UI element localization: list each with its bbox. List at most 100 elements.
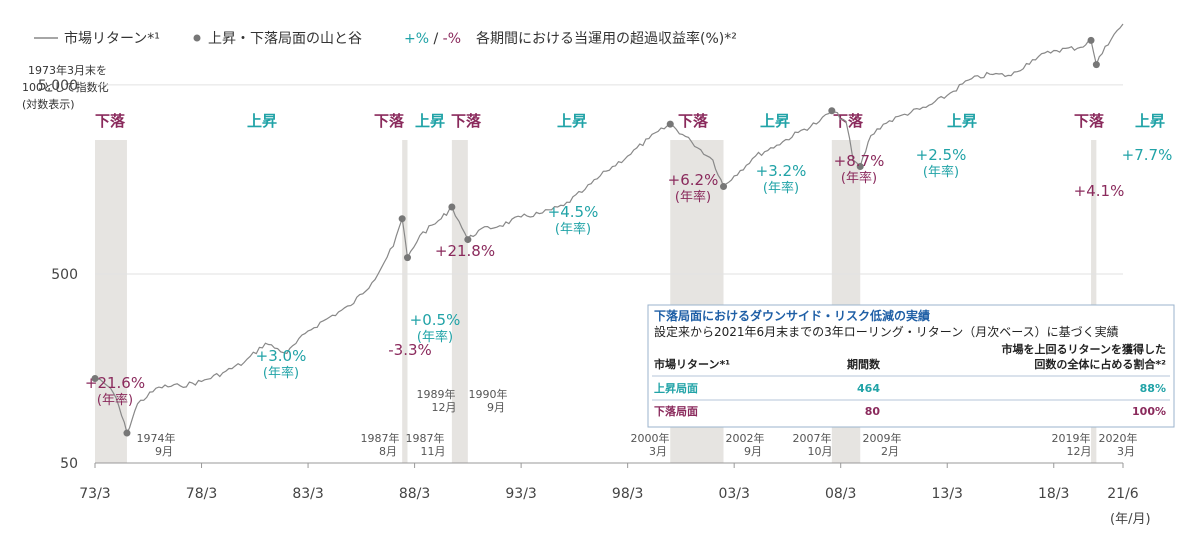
summary-table: 下落局面におけるダウンサイド・リスク低減の実績 設定来から2021年6月末までの…	[647, 304, 1175, 428]
phase-label-up: 上昇	[760, 112, 790, 130]
x-tick-labels: 73/3 78/3 83/3 88/3 93/3 98/3 03/3 08/3 13/3 18/3…	[79, 463, 1139, 502]
turning-point	[828, 107, 836, 115]
legend-plus-minus: +% / -%	[404, 31, 461, 47]
phase-annualized-note: (年率)	[841, 170, 877, 186]
summary-row-up-label: 上昇局面	[654, 381, 698, 395]
band-down-phase-0	[95, 140, 127, 463]
legend-point-label: 上昇・下落局面の山と谷	[208, 31, 362, 47]
phase-annualized-note: (年率)	[555, 221, 591, 237]
phase-label-up: 上昇	[415, 112, 445, 130]
x-tick-label: 21/6	[1107, 486, 1139, 502]
x-tick-label: 98/3	[612, 486, 643, 502]
summary-row-up-share: 88%	[1140, 382, 1166, 395]
legend-point-swatch	[193, 34, 201, 42]
turning-point	[1092, 61, 1100, 69]
x-tick-label: 13/3	[932, 486, 963, 502]
date-label: 2002年 9月	[726, 431, 765, 458]
turning-point	[720, 183, 728, 191]
x-tick-label: 93/3	[505, 486, 536, 502]
phase-excess-return: +3.0%	[256, 347, 307, 365]
y-tick-label: 50	[60, 456, 78, 472]
summary-table-subtitle: 設定来から2021年6月末までの3年ローリング・リターン（月次ベース）に基づく実…	[654, 324, 1119, 339]
x-axis-unit: (年/月)	[1110, 512, 1151, 527]
date-label: 1974年 9月	[137, 431, 176, 458]
date-label: 2019年 12月	[1052, 431, 1092, 458]
phase-annotations: +21.6%(年率)+3.0%(年率)-3.3%+0.5%(年率)+21.8%+…	[85, 146, 1172, 408]
summary-row-up-periods: 464	[857, 382, 880, 395]
date-label: 1987年 8月	[361, 431, 400, 458]
summary-table-header-share-line2: 回数の全体に占める割合*²	[1034, 357, 1166, 371]
phase-excess-return: +6.2%	[668, 171, 719, 189]
summary-row-down-share: 100%	[1132, 405, 1166, 418]
phase-label-up: 上昇	[947, 112, 977, 130]
summary-table-header-periods: 期間数	[847, 357, 881, 371]
summary-table-header-share-line1: 市場を上回るリターンを獲得した	[1002, 342, 1166, 356]
band-down-phase-10	[1091, 140, 1097, 463]
phase-annualized-note: (年率)	[675, 189, 711, 205]
x-tick-label: 83/3	[292, 486, 323, 502]
turning-point	[403, 254, 411, 262]
y-axis-label: 1973年3月末を 100として指数化 (対数表示)	[22, 63, 112, 111]
phase-label-up: 上昇	[247, 112, 277, 130]
phase-annualized-note: (年率)	[763, 180, 799, 196]
legend: 市場リターン*¹ 上昇・下落局面の山と谷 +% / -% 各期間における当運用の…	[34, 30, 737, 47]
date-label: 1990年 9月	[469, 387, 508, 414]
y-axis-label-line-3: (対数表示)	[22, 97, 75, 111]
summary-table-header-market: 市場リターン*¹	[654, 357, 730, 371]
turning-point	[464, 236, 472, 244]
phase-label-down: 下落	[1074, 112, 1105, 130]
phase-excess-return: +21.8%	[435, 242, 495, 260]
date-label: 2007年 10月	[793, 431, 833, 458]
date-label: 2020年 3月	[1099, 431, 1138, 458]
turning-point	[1087, 36, 1095, 44]
date-label: 1989年 12月	[417, 387, 457, 414]
turning-point	[398, 215, 406, 223]
phase-excess-return: +21.6%	[85, 374, 145, 392]
gridlines	[95, 84, 1123, 464]
band-down-phase-2	[402, 140, 408, 463]
phase-label-up: 上昇	[1135, 112, 1165, 130]
phase-label-down: 下落	[374, 112, 405, 130]
legend-period-label: 各期間における当運用の超過収益率(%)*²	[476, 30, 737, 47]
y-tick-label: 500	[51, 267, 78, 283]
summary-row-down-periods: 80	[865, 405, 881, 418]
summary-table-frame	[647, 304, 1175, 428]
turning-point	[666, 120, 674, 128]
phase-excess-return: +8.7%	[834, 152, 885, 170]
phase-labels: 下落 上昇 下落 上昇 下落 上昇 下落 上昇 下落 上昇 下落 上昇	[95, 112, 1165, 130]
phase-excess-return: +4.5%	[548, 203, 599, 221]
y-axis-label-line-1: 1973年3月末を	[28, 63, 107, 77]
band-down-phase-4	[451, 140, 468, 463]
turning-points	[91, 36, 1100, 437]
y-tick-label: 5,000	[38, 78, 78, 94]
turning-point	[123, 429, 131, 437]
turning-point	[448, 203, 456, 211]
phase-excess-return: -3.3%	[388, 341, 432, 359]
x-tick-label: 73/3	[79, 486, 110, 502]
turning-point	[91, 374, 99, 382]
phase-annualized-note: (年率)	[417, 329, 453, 345]
y-tick-labels: 50 500 5,000	[38, 78, 78, 472]
date-label: 1987年 11月	[406, 431, 446, 458]
phase-label-down: 下落	[95, 112, 126, 130]
phase-excess-return: +7.7%	[1122, 146, 1173, 164]
x-tick-label: 88/3	[399, 486, 430, 502]
x-tick-label: 18/3	[1038, 486, 1069, 502]
summary-row-down-label: 下落局面	[654, 404, 698, 418]
date-label: 2009年 2月	[863, 431, 902, 458]
date-label: 2000年 3月	[631, 431, 670, 458]
phase-excess-return: +4.1%	[1074, 182, 1125, 200]
phase-label-down: 下落	[833, 112, 864, 130]
x-tick-label: 78/3	[186, 486, 217, 502]
phase-excess-return: +0.5%	[410, 311, 461, 329]
turning-point	[856, 163, 864, 171]
phase-annualized-note: (年率)	[923, 164, 959, 180]
phase-annualized-note: (年率)	[263, 365, 299, 381]
phase-annualized-note: (年率)	[97, 392, 133, 408]
phase-label-up: 上昇	[557, 112, 587, 130]
legend-line-label: 市場リターン*¹	[64, 30, 160, 47]
phase-label-down: 下落	[451, 112, 482, 130]
x-tick-label: 03/3	[718, 486, 749, 502]
